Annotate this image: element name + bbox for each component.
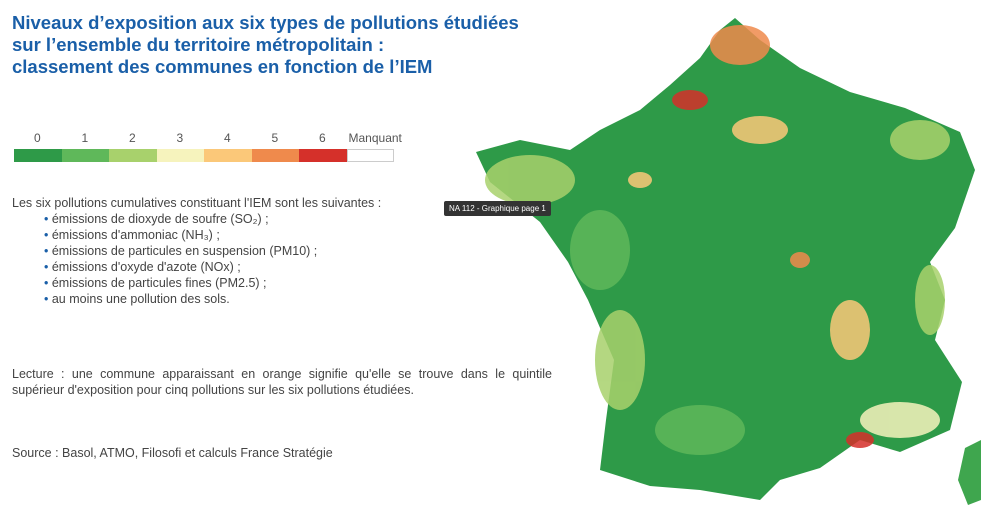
legend-swatch <box>109 149 157 162</box>
description: Les six pollutions cumulatives constitua… <box>12 195 572 307</box>
pollution-list: émissions de dioxyde de soufre (SO₂) ;ém… <box>12 211 572 307</box>
legend-label: 6 <box>319 131 326 145</box>
title-line: Niveaux d’exposition aux six types de po… <box>12 12 519 33</box>
title-line: classement des communes en fonction de l… <box>12 56 433 77</box>
france-map <box>476 18 975 500</box>
title-line: sur l’ensemble du territoire métropolita… <box>12 34 385 55</box>
legend-label: 5 <box>271 131 279 145</box>
list-item: émissions d'ammoniac (NH₃) ; <box>44 227 572 243</box>
list-item: émissions de particules fines (PM2.5) ; <box>44 275 572 291</box>
list-item: au moins une pollution des sols. <box>44 291 572 307</box>
legend-label: 2 <box>129 131 136 145</box>
list-item: émissions de dioxyde de soufre (SO₂) ; <box>44 211 572 227</box>
corsica <box>958 440 981 505</box>
legend-swatch <box>251 149 299 162</box>
legend-label: 1 <box>81 131 89 145</box>
legend-label: 4 <box>224 131 231 145</box>
title: Niveaux d’exposition aux six types de po… <box>12 12 519 78</box>
legend-swatch <box>14 149 62 162</box>
list-item: émissions d'oxyde d'azote (NOx) ; <box>44 259 572 275</box>
legend-label: 0 <box>34 131 41 145</box>
source: Source : Basol, ATMO, Filosofi et calcul… <box>12 446 333 460</box>
legend-label: Manquant <box>348 131 402 145</box>
tooltip: NA 112 - Graphique page 1 <box>444 201 551 216</box>
legend-swatch <box>299 149 347 162</box>
map-patches <box>485 25 950 455</box>
intro: Les six pollutions cumulatives constitua… <box>12 196 382 210</box>
legend-label: 3 <box>176 131 184 145</box>
legend-swatch <box>61 149 109 162</box>
list-item: émissions de particules en suspension (P… <box>44 243 572 259</box>
reading: Lecture : une commune apparaissant en or… <box>12 367 552 397</box>
legend-swatch <box>204 149 252 162</box>
legend-swatch <box>156 149 204 162</box>
legend-swatch <box>346 149 394 162</box>
